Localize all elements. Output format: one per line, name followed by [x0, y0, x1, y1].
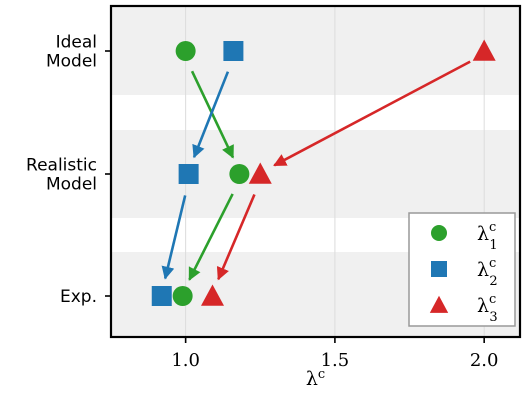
transition-arrow [273, 60, 471, 167]
data-point [178, 164, 199, 184]
transition-arrow [188, 193, 234, 281]
data-points [151, 39, 496, 306]
data-point [201, 284, 225, 306]
transition-arrow [190, 70, 235, 159]
transition-arrow [161, 195, 187, 280]
data-point [151, 286, 172, 306]
data-point [172, 286, 193, 306]
transition-arrow [216, 193, 256, 281]
y-tick-label: Ideal Model [46, 33, 97, 72]
data-point [229, 164, 250, 184]
legend: λc 1 λc 2 λc 3 [408, 212, 516, 327]
transition-arrows [161, 60, 471, 281]
category-band [111, 7, 520, 95]
data-point [472, 39, 496, 61]
legend-label: λc 1 [477, 220, 498, 253]
legend-label: λc 3 [477, 292, 498, 325]
x-tick-label: 1.5 [321, 350, 350, 371]
data-point [175, 41, 196, 61]
legend-box [408, 212, 516, 327]
plot-frame [109, 4, 522, 339]
legend-marker [431, 225, 447, 241]
data-point [223, 41, 244, 61]
y-tick-label: Realistic Model [26, 156, 97, 195]
x-axis-label: λc [306, 367, 325, 391]
x-tick-label: 2.0 [470, 350, 499, 371]
transition-arrow [192, 71, 230, 159]
data-point [248, 162, 272, 184]
legend-marker [431, 261, 447, 277]
y-tick-label: Exp. [60, 287, 97, 307]
x-tick-label: 1.0 [171, 350, 200, 371]
y-axis: Ideal Model Realistic Model Exp. [26, 33, 111, 307]
x-axis: 1.0 1.5 2.0 [171, 337, 498, 371]
legend-marker [429, 295, 449, 313]
legend-label: λc 2 [477, 256, 498, 289]
